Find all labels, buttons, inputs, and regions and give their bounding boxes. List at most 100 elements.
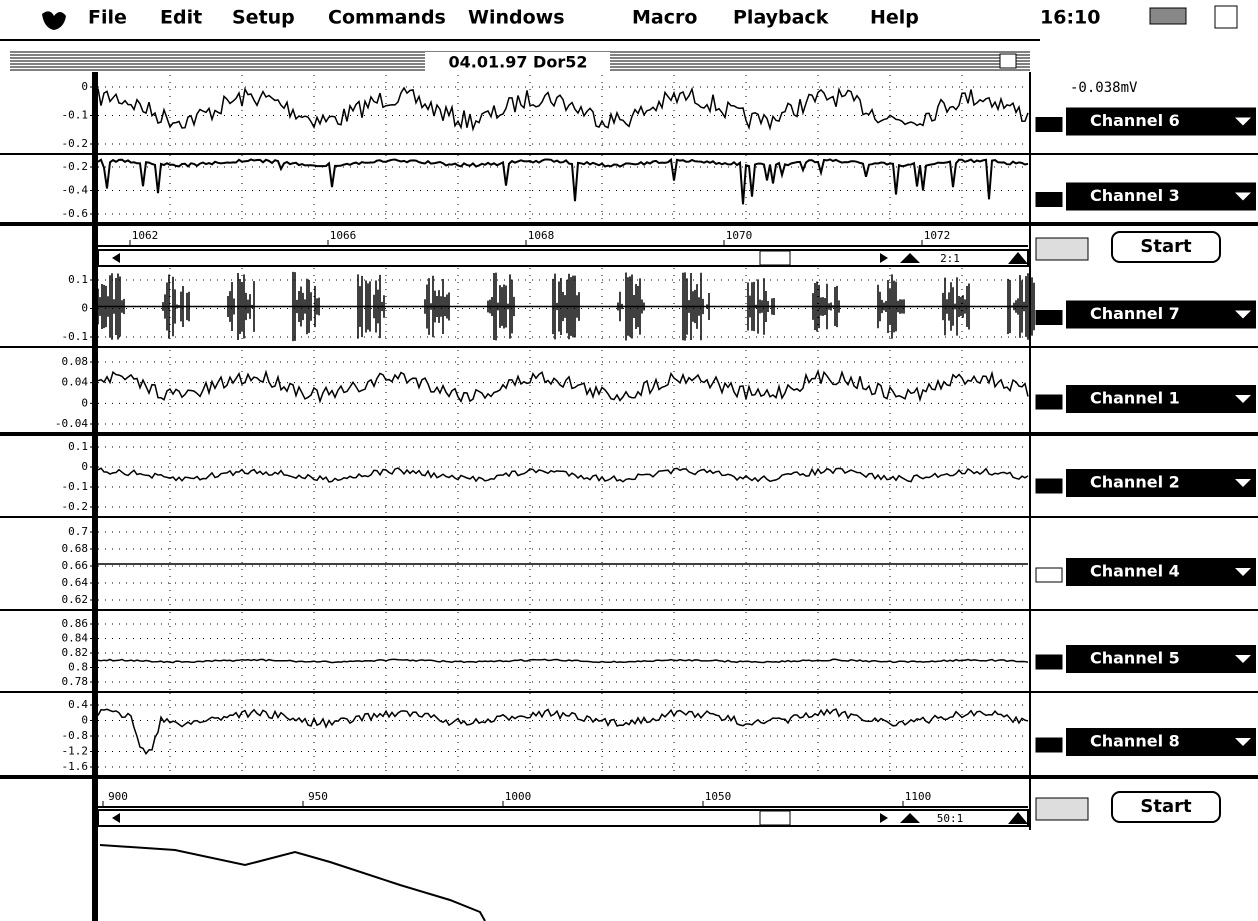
channel-name[interactable]: Channel 2: [1090, 473, 1180, 492]
menu-item[interactable]: Help: [870, 7, 919, 29]
y-tick-label: -1.2: [62, 745, 89, 758]
channel-label-box: [1066, 107, 1256, 136]
title-bar: 04.01.97 Dor52: [0, 39, 1040, 74]
scroll-right: [880, 813, 888, 823]
x-tick-label: 950: [308, 790, 328, 803]
menu-item[interactable]: Commands: [328, 7, 446, 29]
channel-name[interactable]: Channel 6: [1090, 111, 1180, 130]
menu-item[interactable]: Playback: [733, 7, 829, 29]
channel-menu-arrow: [1235, 655, 1251, 663]
y-tick-label: 0.1: [68, 440, 88, 453]
start-button-label[interactable]: Start: [1140, 796, 1192, 817]
channel-label-box: [1066, 385, 1256, 413]
start-button[interactable]: [1111, 791, 1221, 823]
menu-item[interactable]: File: [88, 7, 127, 29]
scroll-thumb[interactable]: [759, 250, 791, 266]
x-tick-label: 1050: [705, 790, 732, 803]
y-tick-label: -0.2: [62, 160, 89, 173]
channel-swatch: [1035, 117, 1063, 132]
scroll-up: [900, 253, 920, 263]
y-tick-label: 0: [81, 80, 88, 93]
y-tick-label: 0: [81, 460, 88, 473]
channel-swatch: [1035, 394, 1063, 410]
y-tick-label: -0.04: [55, 417, 88, 430]
channel-swatch: [1035, 567, 1063, 583]
trace: [97, 368, 1029, 404]
y-tick-label: 0: [81, 302, 88, 315]
y-tick-label: -0.1: [62, 330, 89, 343]
app-icon[interactable]: [1214, 5, 1238, 29]
channel-swatch: [1035, 310, 1063, 325]
y-tick-label: 0.7: [68, 525, 88, 538]
trace: [97, 86, 1029, 132]
channel-label-box: [1066, 469, 1256, 497]
y-tick-label: 0: [81, 714, 88, 727]
channel-menu-arrow: [1235, 117, 1251, 126]
menu-item[interactable]: Setup: [232, 7, 295, 29]
trace: [97, 157, 1029, 205]
channel-name[interactable]: Channel 5: [1090, 649, 1180, 668]
channel-label-box: [1066, 558, 1256, 586]
flag-icon[interactable]: [1149, 7, 1187, 25]
scroll-left: [112, 253, 120, 263]
x-tick-label: 1070: [726, 229, 753, 242]
y-tick-label: 0.8: [68, 661, 88, 674]
channel-swatch: [1035, 737, 1063, 753]
y-tick-label: -0.2: [62, 500, 89, 513]
zoom-ratio: 50:1: [937, 812, 964, 825]
channel-menu-arrow: [1235, 395, 1251, 403]
y-tick-label: -0.6: [62, 207, 89, 220]
overview-trace: [99, 844, 486, 921]
zoom-box[interactable]: [999, 53, 1017, 69]
y-tick-label: -1.6: [62, 760, 89, 773]
menu-item[interactable]: Edit: [160, 7, 202, 29]
zoom-ratio: 2:1: [940, 252, 960, 265]
y-tick-label: 0.4: [68, 698, 88, 711]
channel-name[interactable]: Channel 7: [1090, 304, 1180, 323]
y-tick-label: 0.04: [62, 376, 89, 389]
channel-label-box: [1066, 645, 1256, 673]
menu-bar: 16:10 File Edit Setup Commands Windows Macro P…: [42, 5, 1238, 30]
y-tick-label: 0.84: [62, 632, 89, 645]
channel-menu-arrow: [1235, 479, 1251, 487]
burst-trace: [97, 271, 1035, 342]
apple-icon[interactable]: [42, 11, 66, 30]
channel-menu-arrow: [1235, 568, 1251, 576]
channel-name[interactable]: Channel 3: [1090, 186, 1180, 205]
trace: [97, 708, 1029, 756]
channel-label-box: [1066, 728, 1256, 756]
y-tick-label: 0.86: [62, 617, 89, 630]
y-tick-label: 0.66: [62, 559, 89, 572]
channel-name[interactable]: Channel 1: [1090, 389, 1180, 408]
y-tick-label: -0.8: [62, 729, 89, 742]
x-tick-label: 1100: [905, 790, 932, 803]
channel-name[interactable]: Channel 4: [1090, 562, 1180, 581]
scroll-left: [112, 813, 120, 823]
channel-swatch: [1035, 192, 1063, 207]
waveform-icon: [1035, 237, 1089, 261]
y-tick-label: 0.62: [62, 593, 89, 606]
y-tick-label: -0.4: [62, 184, 89, 197]
y-tick-label: -0.2: [62, 137, 89, 150]
menu-item[interactable]: Windows: [468, 7, 565, 29]
scrollbar[interactable]: [97, 249, 1029, 267]
clock: 16:10: [1040, 7, 1100, 29]
channel-menu-arrow: [1235, 192, 1251, 201]
y-tick-label: 0.68: [62, 542, 89, 555]
scrollbar[interactable]: [97, 809, 1029, 827]
scroll-thumb[interactable]: [759, 810, 791, 826]
menu-item[interactable]: Macro: [632, 7, 697, 29]
y-tick-label: 0.1: [68, 273, 88, 286]
readout: -0.038mV: [1070, 80, 1138, 96]
channel-menu-arrow: [1235, 738, 1251, 746]
channel-name[interactable]: Channel 8: [1090, 732, 1180, 751]
start-button[interactable]: [1111, 231, 1221, 263]
scroll-right: [880, 253, 888, 263]
y-tick-label: 0.78: [62, 675, 89, 688]
x-tick-label: 1068: [528, 229, 555, 242]
y-tick-label: -0.1: [62, 109, 89, 122]
scroll-up: [900, 813, 920, 823]
y-tick-label: 0.08: [62, 355, 89, 368]
start-button-label[interactable]: Start: [1140, 236, 1192, 257]
